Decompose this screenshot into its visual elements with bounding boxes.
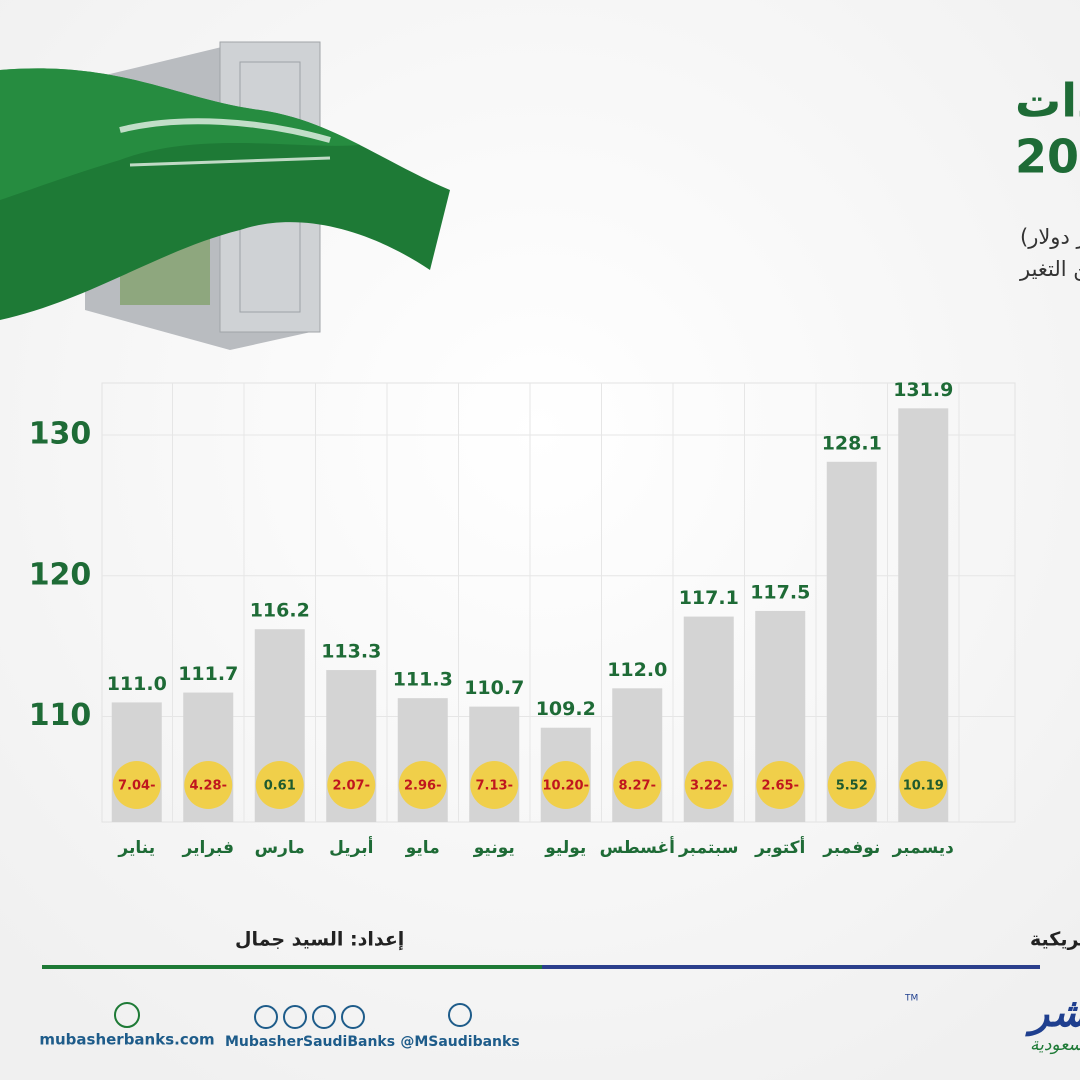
change-label: 10.20- <box>542 779 589 794</box>
social-icons <box>254 1005 365 1029</box>
y-tick-label: 130 <box>29 417 92 452</box>
change-label: 2.07- <box>333 779 370 794</box>
twitter-icon <box>448 1003 472 1027</box>
change-label: 10.19 <box>903 779 944 794</box>
divider <box>42 965 542 969</box>
trademark: TM <box>904 994 918 1004</box>
x-tick-label: أغسطس <box>600 836 675 858</box>
website: mubasherbanks.com <box>39 1031 214 1049</box>
value-label: 113.3 <box>321 641 381 663</box>
value-label: 128.1 <box>822 432 882 454</box>
logo-subtitle: بنوك السعودية <box>1030 1035 1080 1055</box>
x-tick-label: يوليو <box>544 838 586 858</box>
change-label: 2.65- <box>762 779 799 794</box>
change-label: 4.28- <box>190 779 227 794</box>
change-label: 7.04- <box>118 779 155 794</box>
x-tick-label: أبريل <box>329 836 373 858</box>
value-label: 111.7 <box>178 663 238 685</box>
change-badge <box>112 761 161 809</box>
x-tick-label: مارس <box>255 838 305 858</box>
change-label: 8.27- <box>619 779 656 794</box>
change-label: 0.61 <box>264 779 296 794</box>
plot: 110 120 130 يناير 111.0 7.04- فبراير 111.7 4.28-… <box>29 379 1016 858</box>
change-badge <box>827 761 876 809</box>
change-label: 3.22- <box>690 779 727 794</box>
value-label: 112.0 <box>607 659 667 681</box>
value-label: 116.2 <box>250 600 310 622</box>
y-tick-label: 120 <box>29 557 92 592</box>
twitter-handle: @MSaudibanks <box>400 1034 519 1050</box>
x-tick-label: يونيو <box>473 838 515 858</box>
change-badge <box>899 761 948 809</box>
change-badge <box>470 761 519 809</box>
x-tick-label: نوفمبر <box>822 838 880 858</box>
x-tick-label: سبتمبر <box>678 838 739 858</box>
change-badge <box>184 761 233 809</box>
x-tick-label: ديسمبر <box>892 838 955 858</box>
value-label: 117.1 <box>679 587 739 609</box>
change-label: 5.52 <box>836 779 868 794</box>
value-label: 111.0 <box>107 673 167 695</box>
change-badge <box>613 761 662 809</box>
author: إعداد: السيد جمال <box>235 929 404 951</box>
y-tick-label: 110 <box>29 698 92 733</box>
change-badge <box>541 761 590 809</box>
title: الأمريكية في 2023 <box>1015 129 1080 184</box>
change-label: 2.96- <box>404 779 441 794</box>
x-tick-label: مايو <box>405 838 440 858</box>
x-tick-label: أكتوبر <box>754 836 805 858</box>
x-tick-label: فبراير <box>182 838 234 858</box>
divider <box>542 965 1040 969</box>
change-label: 7.13- <box>476 779 513 794</box>
source: المصدر: وزارة الخزانة الأمريكية <box>1030 928 1080 951</box>
value-label: 131.9 <box>893 379 953 401</box>
change-badge <box>327 761 376 809</box>
subtitle: القيمة (مليار دولار) <box>1020 225 1080 249</box>
change-badge <box>255 761 304 809</box>
change-badge <box>684 761 733 809</box>
title: تطور حيازة السعودية بالسندات <box>1015 74 1080 128</box>
value-label: 109.2 <box>536 698 596 720</box>
logo: مباشر <box>1025 990 1080 1037</box>
change-badge <box>398 761 447 809</box>
illustration <box>0 41 450 350</box>
subtitle: النسبة تعبر عن التغير <box>1019 257 1080 281</box>
value-label: 110.7 <box>464 677 524 699</box>
social-handle: MubasherSaudiBanks <box>225 1034 395 1050</box>
globe-icon <box>114 1002 140 1028</box>
bar <box>898 408 949 822</box>
value-label: 111.3 <box>393 669 453 691</box>
value-label: 117.5 <box>750 581 810 603</box>
change-badge <box>756 761 805 809</box>
x-tick-label: يناير <box>117 838 155 858</box>
